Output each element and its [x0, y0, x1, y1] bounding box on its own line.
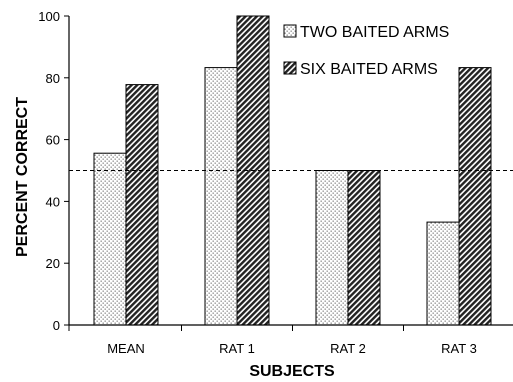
x-tick-labels: MEAN RAT 1 RAT 2 RAT 3	[107, 341, 477, 356]
y-tick-label-100: 100	[38, 9, 60, 24]
y-tick-label-80: 80	[46, 71, 60, 86]
bar-rat-2-two-baited-arms	[315, 170, 349, 326]
x-axis-title: SUBJECTS	[249, 363, 335, 380]
legend-label-two-baited-arms: TWO BAITED ARMS	[300, 24, 449, 41]
plot-area	[93, 15, 492, 326]
legend-swatch-two-baited-arms	[283, 24, 297, 38]
x-tick-label-mean: MEAN	[107, 341, 145, 356]
y-tick-label-40: 40	[46, 194, 60, 209]
bar-mean-six-baited-arms	[125, 84, 159, 326]
axes	[64, 15, 513, 331]
y-tick-label-0: 0	[53, 318, 60, 333]
bar-rat-3-two-baited-arms	[426, 221, 460, 326]
y-axis-title: PERCENT CORRECT	[14, 97, 31, 257]
legend: TWO BAITED ARMS SIX BAITED ARMS	[283, 24, 449, 78]
x-tick-label-rat-3: RAT 3	[441, 341, 477, 356]
y-tick-labels: 0 20 40 60 80 100	[38, 9, 60, 333]
bar-mean-two-baited-arms	[93, 152, 127, 326]
legend-swatch-six-baited-arms	[283, 61, 297, 75]
bar-rat-1-two-baited-arms	[204, 67, 238, 326]
y-tick-label-60: 60	[46, 133, 60, 148]
bar-rat-3-six-baited-arms	[458, 67, 492, 326]
y-tick-label-20: 20	[46, 256, 60, 271]
x-tick-label-rat-2: RAT 2	[330, 341, 366, 356]
x-tick-label-rat-1: RAT 1	[219, 341, 255, 356]
bar-rat-2-six-baited-arms	[347, 170, 381, 326]
legend-label-six-baited-arms: SIX BAITED ARMS	[300, 61, 438, 78]
